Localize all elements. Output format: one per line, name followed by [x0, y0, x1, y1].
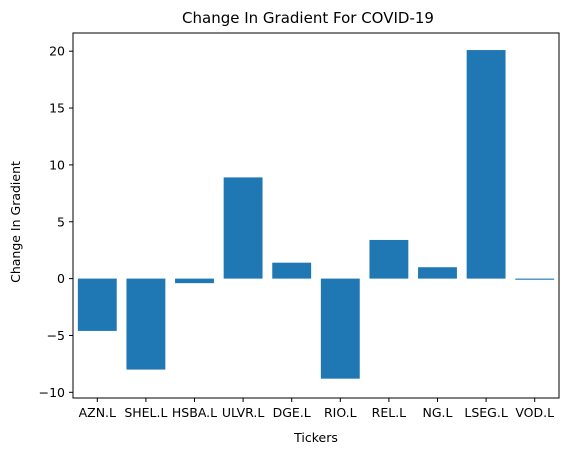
chart-title: Change In Gradient For COVID-19: [182, 9, 434, 27]
bar-ulvr-l: [223, 177, 263, 279]
x-tick-label: VOD.L: [515, 405, 554, 420]
x-tick-label: NG.L: [423, 405, 453, 420]
bar-rel-l: [369, 239, 409, 279]
bar-dge-l: [272, 262, 312, 279]
y-tick-label: −5: [47, 328, 65, 343]
bar-ng-l: [418, 267, 457, 279]
x-tick-label: DGE.L: [273, 405, 311, 420]
y-tick-label: 0: [57, 271, 65, 286]
bar-group: [77, 50, 555, 379]
bar-vod-l: [515, 278, 555, 280]
x-tick-label: REL.L: [372, 405, 407, 420]
x-tick-label: ULVR.L: [222, 405, 265, 420]
x-tick-label: SHEL.L: [124, 405, 167, 420]
bar-shel-l: [126, 278, 166, 370]
y-tick-label: 5: [57, 214, 65, 229]
x-tick-label: HSBA.L: [172, 405, 217, 420]
bar-hsba-l: [175, 278, 214, 284]
bar-lseg-l: [466, 50, 506, 279]
x-tick-label: RIO.L: [324, 405, 357, 420]
x-tick-label: LSEG.L: [464, 405, 507, 420]
y-tick-label: 20: [49, 44, 65, 59]
x-ticks: AZN.L SHEL.L HSBA.L ULVR.L DGE.L RIO.L REL.L NG…: [79, 398, 554, 420]
plot-frame: [72, 32, 560, 399]
y-tick-label: −10: [39, 385, 65, 400]
y-tick-label: 15: [49, 101, 65, 116]
bar-rio-l: [320, 278, 360, 379]
x-axis-label: Tickers: [293, 430, 338, 445]
bar-azn-l: [77, 278, 117, 331]
y-axis-label: Change In Gradient: [8, 161, 23, 283]
y-ticks: −10 −5 0 5 10 15 20: [39, 44, 73, 400]
x-tick-label: AZN.L: [79, 405, 116, 420]
y-tick-label: 10: [49, 157, 65, 172]
